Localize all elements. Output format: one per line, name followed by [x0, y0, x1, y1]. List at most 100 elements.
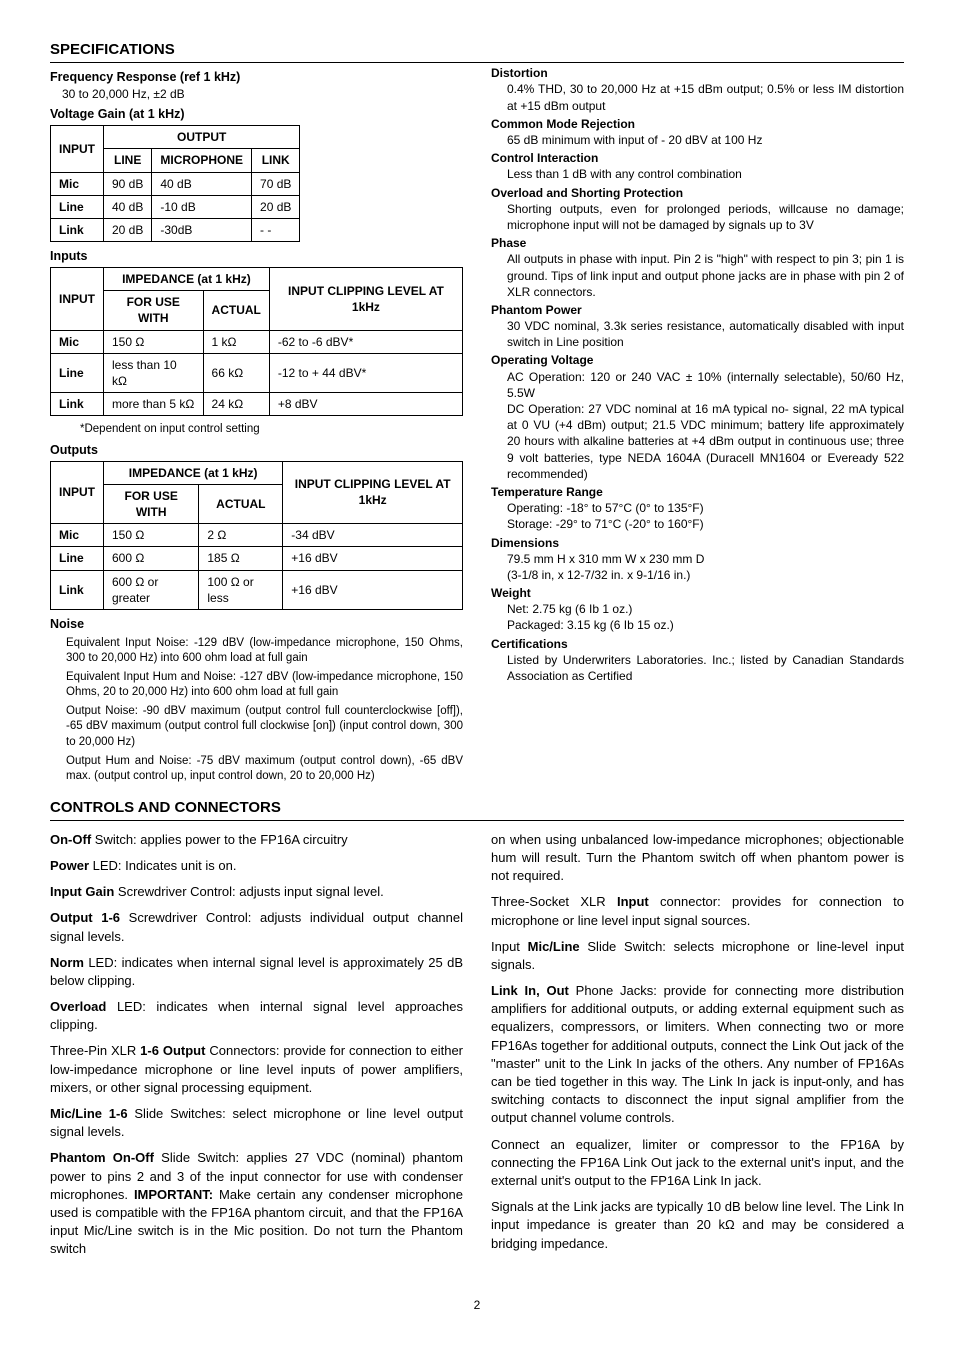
table-cell: 66 kΩ [203, 353, 269, 392]
table-cell: Line [51, 547, 104, 570]
volt-gain-title: Voltage Gain (at 1 kHz) [50, 106, 463, 123]
specs-left-col: Frequency Response (ref 1 kHz) 30 to 20,… [50, 65, 463, 787]
spec-block: Common Mode Rejection65 dB minimum with … [491, 116, 904, 148]
table-cell: +16 dBV [283, 570, 463, 609]
table-header: INPUT [51, 268, 104, 331]
noise-para: Output Noise: -90 dBV maximum (output co… [66, 704, 463, 751]
table-cell: -10 dB [152, 195, 252, 218]
noise-para: Output Hum and Noise: -75 dBV maximum (o… [66, 754, 463, 785]
noise-para: Equivalent Input Hum and Noise: -127 dBV… [66, 670, 463, 701]
outputs-title: Outputs [50, 442, 463, 459]
spec-body: 65 dB minimum with input of - 20 dBV at … [507, 132, 904, 148]
spec-title: Distortion [491, 65, 904, 81]
controls-para: on when using unbalanced low-impedance m… [491, 831, 904, 886]
noise-para: Equivalent Input Noise: -129 dBV (low-im… [66, 636, 463, 667]
spec-body: Storage: -29° to 71°C (-20° to 160°F) [507, 516, 904, 532]
table-header: INPUT [51, 461, 104, 524]
spec-body: Operating: -18° to 57°C (0° to 135°F) [507, 500, 904, 516]
table-header: FOR USE WITH [104, 291, 204, 330]
table-cell: - - [252, 218, 300, 241]
controls-para: Norm LED: indicates when internal signal… [50, 954, 463, 990]
table-header: IMPEDANCE (at 1 kHz) [104, 461, 283, 484]
outputs-table: INPUT IMPEDANCE (at 1 kHz) INPUT CLIPPIN… [50, 461, 463, 610]
table-cell: -62 to -6 dBV* [269, 330, 462, 353]
table-cell: 20 dB [104, 218, 152, 241]
spec-block: Temperature RangeOperating: -18° to 57°C… [491, 484, 904, 533]
spec-body: DC Operation: 27 VDC nominal at 16 mA ty… [507, 401, 904, 482]
controls-columns: On-Off Switch: applies power to the FP16… [50, 823, 904, 1267]
table-cell: 100 Ω or less [199, 570, 283, 609]
table-cell: Line [51, 353, 104, 392]
controls-para: Signals at the Link jacks are typically … [491, 1198, 904, 1253]
table-cell: 70 dB [252, 172, 300, 195]
table-cell: Link [51, 218, 104, 241]
table-cell: 20 dB [252, 195, 300, 218]
table-cell: Link [51, 570, 104, 609]
table-cell: -34 dBV [283, 524, 463, 547]
spec-body: 0.4% THD, 30 to 20,000 Hz at +15 dBm out… [507, 81, 904, 113]
table-cell: 600 Ω [104, 547, 199, 570]
table-cell: Line [51, 195, 104, 218]
spec-block: PhaseAll outputs in phase with input. Pi… [491, 235, 904, 300]
spec-title: Common Mode Rejection [491, 116, 904, 132]
controls-para: Input Gain Screwdriver Control: adjusts … [50, 883, 463, 901]
spec-title: Weight [491, 585, 904, 601]
controls-para: Three-Pin XLR 1-6 Output Connectors: pro… [50, 1042, 463, 1097]
section-heading: CONTROLS AND CONNECTORS [50, 798, 904, 821]
table-header: LINE [104, 149, 152, 172]
inputs-title: Inputs [50, 248, 463, 265]
table-header: INPUT [51, 126, 104, 172]
spec-body: 30 VDC nominal, 3.3k series resistance, … [507, 318, 904, 350]
table-cell: Mic [51, 524, 104, 547]
spec-block: WeightNet: 2.75 kg (6 Ib 1 oz.)Packaged:… [491, 585, 904, 634]
spec-title: Phantom Power [491, 302, 904, 318]
controls-para: Output 1-6 Screwdriver Control: adjusts … [50, 909, 463, 945]
spec-block: Operating VoltageAC Operation: 120 or 24… [491, 352, 904, 482]
controls-para: On-Off Switch: applies power to the FP16… [50, 831, 463, 849]
controls-left-col: On-Off Switch: applies power to the FP16… [50, 823, 463, 1267]
spec-block: Dimensions79.5 mm H x 310 mm W x 230 mm … [491, 535, 904, 584]
table-cell: 24 kΩ [203, 393, 269, 416]
table-cell: 600 Ω or greater [104, 570, 199, 609]
table-cell: 150 Ω [104, 330, 204, 353]
table-cell: 90 dB [104, 172, 152, 195]
controls-para: Phantom On-Off Slide Switch: applies 27 … [50, 1149, 463, 1258]
table-cell: Link [51, 393, 104, 416]
controls-right-col: on when using unbalanced low-impedance m… [491, 823, 904, 1267]
spec-body: Net: 2.75 kg (6 Ib 1 oz.) [507, 601, 904, 617]
spec-block: CertificationsListed by Underwriters Lab… [491, 636, 904, 685]
table-cell: +8 dBV [269, 393, 462, 416]
spec-title: Control Interaction [491, 150, 904, 166]
table-cell: less than 10 kΩ [104, 353, 204, 392]
spec-body: All outputs in phase with input. Pin 2 i… [507, 251, 904, 300]
noise-title: Noise [50, 616, 463, 633]
controls-para: Power LED: Indicates unit is on. [50, 857, 463, 875]
spec-title: Dimensions [491, 535, 904, 551]
spec-title: Phase [491, 235, 904, 251]
spec-block: Phantom Power30 VDC nominal, 3.3k series… [491, 302, 904, 351]
spec-title: Temperature Range [491, 484, 904, 500]
table-cell: Mic [51, 330, 104, 353]
table-cell: 150 Ω [104, 524, 199, 547]
spec-title: Certifications [491, 636, 904, 652]
volt-gain-table: INPUT OUTPUT LINE MICROPHONE LINK Mic90 … [50, 125, 300, 242]
table-header: ACTUAL [203, 291, 269, 330]
spec-body: (3-1/8 in, x 12-7/32 in. x 9-1/16 in.) [507, 567, 904, 583]
freq-resp-title: Frequency Response (ref 1 kHz) [50, 69, 463, 86]
spec-body: Packaged: 3.15 kg (6 Ib 15 oz.) [507, 617, 904, 633]
spec-title: Operating Voltage [491, 352, 904, 368]
controls-para: Connect an equalizer, limiter or compres… [491, 1136, 904, 1191]
table-header: INPUT CLIPPING LEVEL AT 1kHz [269, 268, 462, 331]
controls-para: Three-Socket XLR Input connector: provid… [491, 893, 904, 929]
table-cell: 2 Ω [199, 524, 283, 547]
table-cell: 40 dB [152, 172, 252, 195]
spec-body: Shorting outputs, even for prolonged per… [507, 201, 904, 233]
table-header: OUTPUT [104, 126, 300, 149]
spec-body: 79.5 mm H x 310 mm W x 230 mm D [507, 551, 904, 567]
page-number: 2 [50, 1297, 904, 1313]
table-header: ACTUAL [199, 484, 283, 523]
spec-block: Distortion0.4% THD, 30 to 20,000 Hz at +… [491, 65, 904, 114]
table-header: INPUT CLIPPING LEVEL AT 1kHz [283, 461, 463, 524]
table-cell: more than 5 kΩ [104, 393, 204, 416]
table-header: MICROPHONE [152, 149, 252, 172]
